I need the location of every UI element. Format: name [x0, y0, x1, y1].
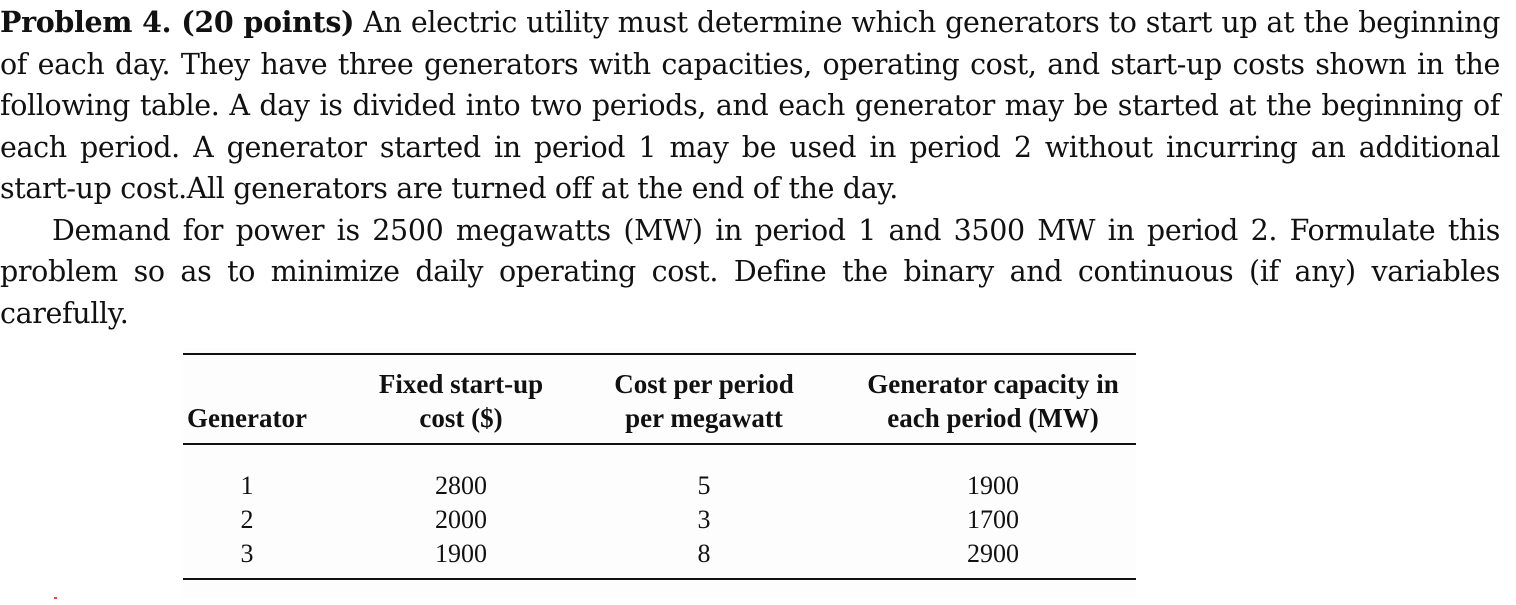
header-fixed-startup-cost: Fixed start-up cost ($): [356, 367, 566, 435]
generator-table: Generator Fixed start-up cost ($) Cost p…: [183, 348, 1136, 598]
header-capacity-line-1: Generator capacity in: [867, 369, 1119, 399]
cell-capacity: 1900: [967, 471, 1019, 500]
header-cost-line-1: Cost per period: [614, 369, 794, 399]
header-capacity-line-2: each period (MW): [887, 403, 1099, 433]
stray-mark: [54, 597, 57, 599]
cell-generator: 2: [240, 505, 254, 534]
header-generator-capacity: Generator capacity in each period (MW): [848, 367, 1138, 435]
problem-heading: Problem 4. (20 points): [0, 5, 355, 39]
header-cost-line-2: per megawatt: [625, 403, 783, 433]
table-header-rule: [183, 443, 1136, 445]
cell-startup-cost: 2000: [435, 505, 487, 534]
header-generator: Generator: [183, 401, 311, 435]
table-bottom-rule: [183, 578, 1136, 580]
cell-capacity: 1700: [967, 505, 1019, 534]
cell-generator: 1: [240, 471, 254, 500]
table-top-rule: [183, 353, 1136, 355]
cell-startup-cost: 2800: [435, 471, 487, 500]
header-generator-line-1: Generator: [187, 403, 307, 433]
problem-text-1: An electric utility must determine which…: [0, 6, 1500, 205]
cell-cost-per-mw: 5: [697, 471, 711, 500]
cell-cost-per-mw: 3: [697, 505, 711, 534]
header-fixed-startup-line-2: cost ($): [419, 403, 503, 433]
cell-generator: 3: [240, 539, 254, 568]
header-cost-per-megawatt: Cost per period per megawatt: [593, 367, 815, 435]
cell-capacity: 2900: [967, 539, 1019, 568]
cell-cost-per-mw: 8: [697, 539, 711, 568]
cell-startup-cost: 1900: [435, 539, 487, 568]
header-fixed-startup-line-1: Fixed start-up: [378, 369, 544, 399]
problem-paragraph-2: Demand for power is 2500 megawatts (MW) …: [0, 213, 1500, 330]
problem-paragraph-1: Problem 4. (20 points) An electric utili…: [0, 2, 1500, 210]
problem-statement: Problem 4. (20 points) An electric utili…: [0, 2, 1500, 334]
